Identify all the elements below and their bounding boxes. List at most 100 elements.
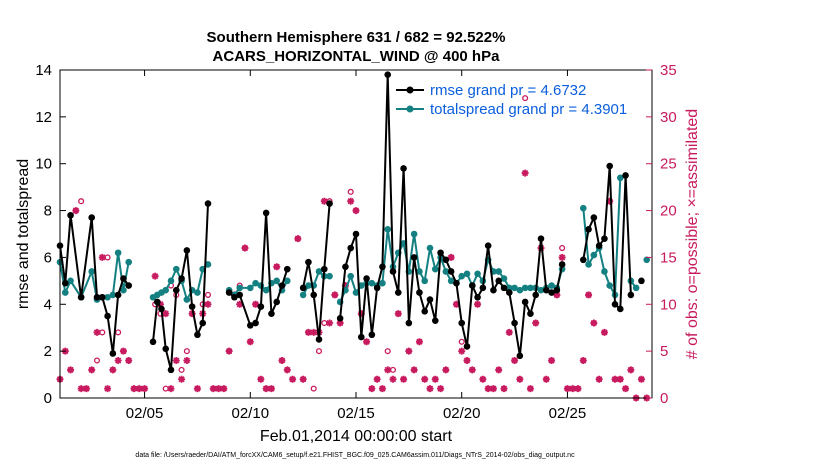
- totalspread-point: [426, 244, 434, 252]
- assimilated-obs-marker: [484, 385, 492, 393]
- totalspread-point: [326, 272, 333, 280]
- assimilated-obs-marker: [341, 282, 349, 290]
- assimilated-obs-marker: [458, 347, 466, 355]
- totalspread-point: [194, 289, 201, 296]
- assimilated-obs-marker: [215, 385, 223, 393]
- rmse-point: [268, 310, 275, 317]
- totalspread-point: [463, 270, 471, 278]
- rmse-point: [453, 279, 460, 287]
- totalspread-point: [114, 249, 122, 257]
- assimilated-obs-marker: [442, 366, 450, 374]
- assimilated-obs-marker: [489, 385, 497, 393]
- rmse-point: [521, 298, 529, 306]
- assimilated-obs-marker: [273, 263, 281, 271]
- chart-title-line2: ACARS_HORIZONTAL_WIND @ 400 hPa: [213, 48, 501, 65]
- assimilated-obs-marker: [77, 385, 85, 393]
- rmse-point: [225, 289, 233, 296]
- assimilated-obs-marker: [104, 385, 112, 393]
- assimilated-obs-marker: [193, 385, 201, 393]
- totalspread-point: [410, 230, 418, 238]
- rmse-point: [601, 235, 608, 242]
- assimilated-obs-marker: [141, 385, 149, 393]
- assimilated-obs-marker: [368, 385, 376, 393]
- assimilated-obs-marker: [516, 375, 524, 383]
- y-right-tick-label: 0: [660, 390, 668, 407]
- assimilated-obs-marker: [82, 385, 90, 393]
- possible-obs-marker: [347, 188, 354, 195]
- rmse-point: [495, 277, 503, 285]
- totalspread-point: [162, 286, 170, 294]
- rmse-point: [627, 291, 635, 299]
- y-right-tick-label: 20: [660, 203, 677, 220]
- rmse-point: [426, 296, 434, 303]
- assimilated-obs-marker: [553, 291, 561, 299]
- assimilated-obs-marker: [225, 347, 233, 355]
- rmse-point: [410, 254, 418, 261]
- possible-obs-marker: [178, 366, 185, 373]
- assimilated-obs-marker: [431, 375, 439, 383]
- y-right-tick-label: 35: [660, 62, 677, 79]
- assimilated-obs-marker: [405, 347, 413, 355]
- rmse-point: [257, 303, 265, 310]
- plot-area: [56, 71, 651, 402]
- rmse-point: [368, 331, 376, 339]
- x-tick-label: 02/05: [126, 405, 164, 422]
- totalspread-point: [447, 277, 455, 285]
- rmse-point: [183, 247, 191, 254]
- rmse-point: [590, 214, 598, 221]
- rmse-point: [638, 277, 645, 285]
- rmse-point: [447, 268, 455, 275]
- rmse-point: [188, 303, 196, 310]
- assimilated-obs-marker: [98, 253, 106, 261]
- assimilated-obs-marker: [178, 375, 186, 383]
- rmse-point: [611, 300, 619, 308]
- assimilated-obs-marker: [532, 319, 540, 327]
- assimilated-obs-marker: [320, 197, 328, 205]
- totalspread-point: [405, 268, 413, 275]
- assimilated-obs-marker: [283, 366, 291, 374]
- assimilated-obs-marker: [336, 319, 344, 327]
- totalspread-point: [305, 282, 312, 289]
- rmse-point: [542, 286, 550, 294]
- rmse-point: [98, 293, 106, 301]
- y-left-tick-label: 12: [35, 109, 52, 126]
- totalspread-point: [257, 282, 265, 289]
- rmse-point: [167, 366, 175, 374]
- assimilated-obs-marker: [156, 300, 164, 308]
- assimilated-obs-marker: [262, 385, 270, 393]
- assimilated-obs-marker: [410, 366, 418, 374]
- rmse-point: [505, 289, 513, 296]
- rmse-point: [416, 289, 423, 296]
- y-axis-left-label: rmse and totalspread: [15, 159, 32, 309]
- totalspread-point: [537, 286, 545, 294]
- rmse-point: [67, 211, 74, 219]
- assimilated-obs-marker: [637, 375, 645, 383]
- assimilated-obs-marker: [363, 338, 371, 346]
- assimilated-obs-marker: [384, 366, 392, 374]
- rmse-point: [442, 256, 450, 264]
- y-left-tick-label: 10: [35, 156, 52, 173]
- totalspread-point: [172, 265, 180, 273]
- assimilated-obs-marker: [252, 300, 260, 308]
- totalspread-point: [431, 265, 439, 273]
- totalspread-point: [183, 296, 191, 303]
- assimilated-obs-marker: [114, 357, 122, 365]
- assimilated-obs-marker: [326, 319, 334, 327]
- y-left-tick-label: 6: [44, 249, 52, 266]
- rmse-point: [77, 293, 85, 301]
- assimilated-obs-marker: [299, 375, 307, 383]
- assimilated-obs-marker: [373, 375, 381, 383]
- legend-totalspread-marker: [406, 105, 414, 113]
- assimilated-obs-marker: [119, 347, 127, 355]
- rmse-point: [474, 293, 481, 301]
- assimilated-obs-marker: [479, 375, 487, 383]
- y-left-tick-label: 4: [44, 296, 52, 313]
- x-tick-label: 02/25: [549, 405, 587, 422]
- assimilated-obs-marker: [310, 328, 318, 336]
- totalspread-point: [379, 279, 386, 287]
- rmse-point: [278, 282, 286, 289]
- assimilated-obs-marker: [188, 310, 196, 318]
- x-tick-label: 02/15: [337, 405, 375, 422]
- rmse-point: [622, 172, 629, 179]
- rmse-point: [326, 200, 333, 207]
